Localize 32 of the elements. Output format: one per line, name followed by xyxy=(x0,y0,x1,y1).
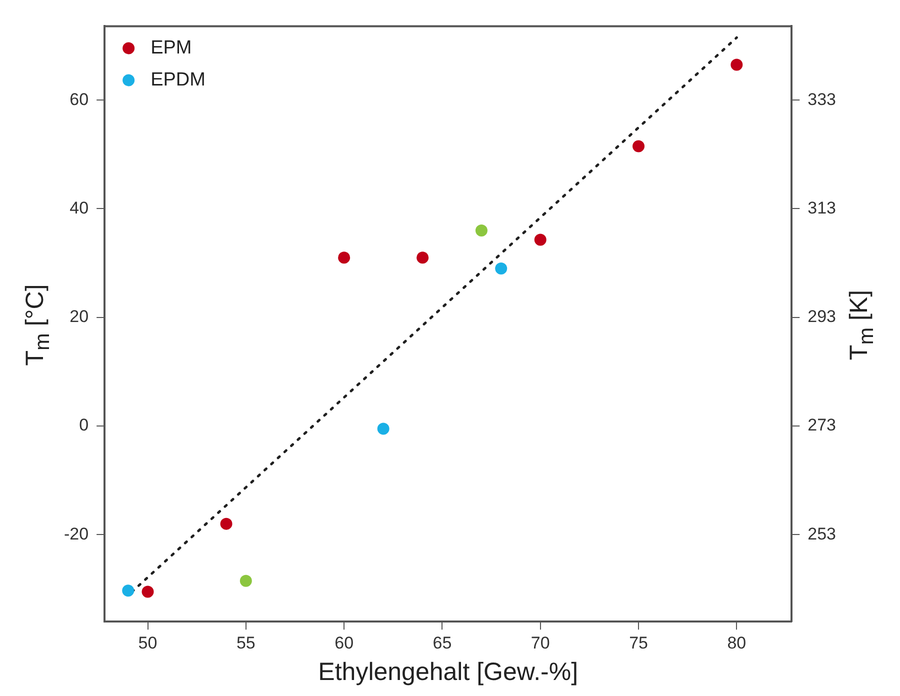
y-tick-label: 60 xyxy=(70,90,89,109)
y2-tick-label: 313 xyxy=(808,198,836,218)
point xyxy=(122,584,134,597)
y-tick-label: 0 xyxy=(79,416,89,435)
y-tick-label: -20 xyxy=(64,524,89,544)
x-tick-label: 70 xyxy=(530,633,550,652)
point xyxy=(632,140,645,152)
y2-tick-label: 293 xyxy=(808,307,836,326)
point xyxy=(534,234,546,246)
y2-tick-label: 253 xyxy=(808,524,836,544)
x-tick-label: 80 xyxy=(727,633,746,652)
x-tick-label: 50 xyxy=(138,633,158,652)
x-tick-label: 55 xyxy=(236,633,256,652)
point xyxy=(142,586,154,598)
point xyxy=(416,252,429,264)
point xyxy=(495,262,508,274)
point xyxy=(338,252,350,264)
point xyxy=(730,58,743,71)
point xyxy=(475,224,488,236)
legend-label: EPM xyxy=(150,37,192,58)
y2-tick-label: 333 xyxy=(808,90,836,109)
x-tick-label: 60 xyxy=(334,633,354,652)
x-tick-label: 75 xyxy=(629,633,648,652)
x-axis-title: Ethylengehalt [Gew.-%] xyxy=(318,658,578,686)
legend-label: EPDM xyxy=(150,69,206,90)
point xyxy=(220,518,232,530)
y-tick-label: 40 xyxy=(70,198,89,218)
point xyxy=(240,574,252,587)
y2-tick-label: 273 xyxy=(808,416,836,435)
x-tick-label: 65 xyxy=(432,633,452,652)
point xyxy=(377,422,390,435)
y-tick-label: 20 xyxy=(70,307,89,326)
